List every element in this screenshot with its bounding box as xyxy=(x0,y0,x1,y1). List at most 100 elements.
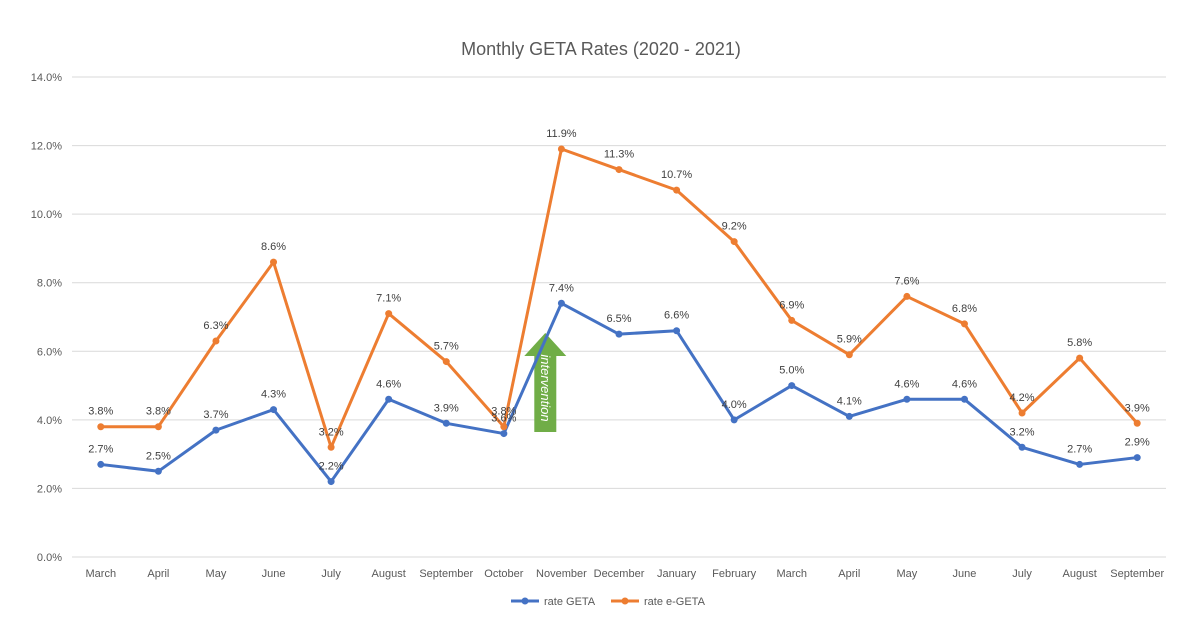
data-label: 10.7% xyxy=(661,169,692,181)
data-point xyxy=(845,412,853,420)
data-point xyxy=(385,395,393,403)
intervention-arrow xyxy=(524,333,567,432)
data-point xyxy=(212,426,220,434)
data-point xyxy=(270,406,278,414)
x-tick-label: June xyxy=(953,568,977,580)
data-point xyxy=(615,330,623,338)
x-tick-label: April xyxy=(147,568,169,580)
data-label: 4.6% xyxy=(894,378,919,390)
data-label: 11.3% xyxy=(604,149,635,161)
data-point xyxy=(1133,454,1141,462)
series-lines xyxy=(97,145,1141,486)
series-rate-geta xyxy=(97,299,1141,486)
data-label: 5.9% xyxy=(837,334,862,346)
legend-label: rate GETA xyxy=(544,596,596,608)
data-label: 4.1% xyxy=(837,395,862,407)
data-point xyxy=(270,258,278,266)
gridlines xyxy=(72,76,1166,558)
legend-swatch-marker xyxy=(521,597,529,605)
data-label: 6.8% xyxy=(952,303,977,315)
data-point xyxy=(1076,354,1084,362)
data-label: 11.9% xyxy=(546,128,577,140)
data-label: 3.2% xyxy=(1010,426,1035,438)
data-label: 6.5% xyxy=(606,313,631,325)
legend-swatch-marker xyxy=(621,597,629,605)
x-tick-label: April xyxy=(838,568,860,580)
data-point xyxy=(1018,443,1026,451)
data-point xyxy=(442,358,450,366)
data-label: 4.3% xyxy=(261,389,286,401)
data-label: 6.3% xyxy=(203,320,228,332)
data-label: 7.1% xyxy=(376,293,401,305)
y-tick-label: 10.0% xyxy=(31,209,62,221)
chart-title: Monthly GETA Rates (2020 - 2021) xyxy=(461,39,741,59)
data-label: 5.0% xyxy=(779,365,804,377)
data-point xyxy=(1018,409,1026,417)
data-point xyxy=(673,327,681,335)
data-point xyxy=(788,316,796,324)
data-labels: 2.7% 2.5% 3.7% 4.3% 2.2% 4.6% 3.9% 3.6% 7.4% 6.5%… xyxy=(88,128,1150,473)
data-label: 2.5% xyxy=(146,450,171,462)
data-point xyxy=(154,467,162,475)
x-tick-label: November xyxy=(536,568,587,580)
data-label: 6.6% xyxy=(664,310,689,322)
x-axis-tick-labels: March April May June July August September Octo… xyxy=(86,568,1165,580)
data-point xyxy=(557,145,565,153)
y-tick-label: 6.0% xyxy=(37,346,62,358)
data-point xyxy=(327,443,335,451)
data-point xyxy=(960,320,968,328)
data-point xyxy=(500,423,508,431)
series-rate-e-geta xyxy=(97,145,1141,451)
data-point xyxy=(1076,460,1084,468)
data-point xyxy=(845,351,853,359)
legend-item[interactable]: rate e-GETA xyxy=(611,596,706,608)
y-tick-label: 8.0% xyxy=(37,278,62,290)
x-tick-label: October xyxy=(484,568,523,580)
data-label: 3.2% xyxy=(319,426,344,438)
data-point xyxy=(730,416,738,424)
data-label: 3.8% xyxy=(88,406,113,418)
data-label: 5.7% xyxy=(434,341,459,353)
data-label: 7.6% xyxy=(894,275,919,287)
data-point xyxy=(960,395,968,403)
data-point xyxy=(327,478,335,486)
x-tick-label: September xyxy=(419,568,473,580)
data-label: 3.8% xyxy=(491,406,516,418)
x-tick-label: May xyxy=(897,568,918,580)
intervention-annotation: intervention xyxy=(524,333,567,432)
x-tick-label: July xyxy=(1012,568,1032,580)
data-point xyxy=(903,292,911,300)
y-axis-tick-labels: 0.0% 2.0% 4.0% 6.0% 8.0% 10.0% 12.0% 14.0% xyxy=(31,72,62,564)
x-tick-label: September xyxy=(1110,568,1164,580)
legend-label: rate e-GETA xyxy=(644,596,706,608)
x-tick-label: August xyxy=(372,568,406,580)
data-point xyxy=(1133,419,1141,427)
data-point xyxy=(212,337,220,345)
data-label: 4.6% xyxy=(952,378,977,390)
data-label: 4.6% xyxy=(376,378,401,390)
data-point xyxy=(673,186,681,194)
data-point xyxy=(788,382,796,390)
data-label: 4.2% xyxy=(1010,392,1035,404)
legend[interactable]: rate GETA rate e-GETA xyxy=(511,596,706,608)
x-tick-label: June xyxy=(262,568,286,580)
data-label: 4.0% xyxy=(722,399,747,411)
data-point xyxy=(615,166,623,174)
data-point xyxy=(730,238,738,246)
data-label: 6.9% xyxy=(779,299,804,311)
x-tick-label: January xyxy=(657,568,697,580)
x-tick-label: July xyxy=(321,568,341,580)
legend-item[interactable]: rate GETA xyxy=(511,596,596,608)
y-tick-label: 12.0% xyxy=(31,141,62,153)
data-point xyxy=(903,395,911,403)
data-point xyxy=(385,310,393,318)
series-line xyxy=(99,147,1139,449)
x-tick-label: August xyxy=(1063,568,1097,580)
x-tick-label: March xyxy=(776,568,807,580)
data-label: 3.8% xyxy=(146,406,171,418)
data-label: 2.7% xyxy=(88,443,113,455)
data-point xyxy=(442,419,450,427)
data-label: 3.7% xyxy=(203,409,228,421)
x-tick-label: May xyxy=(206,568,227,580)
